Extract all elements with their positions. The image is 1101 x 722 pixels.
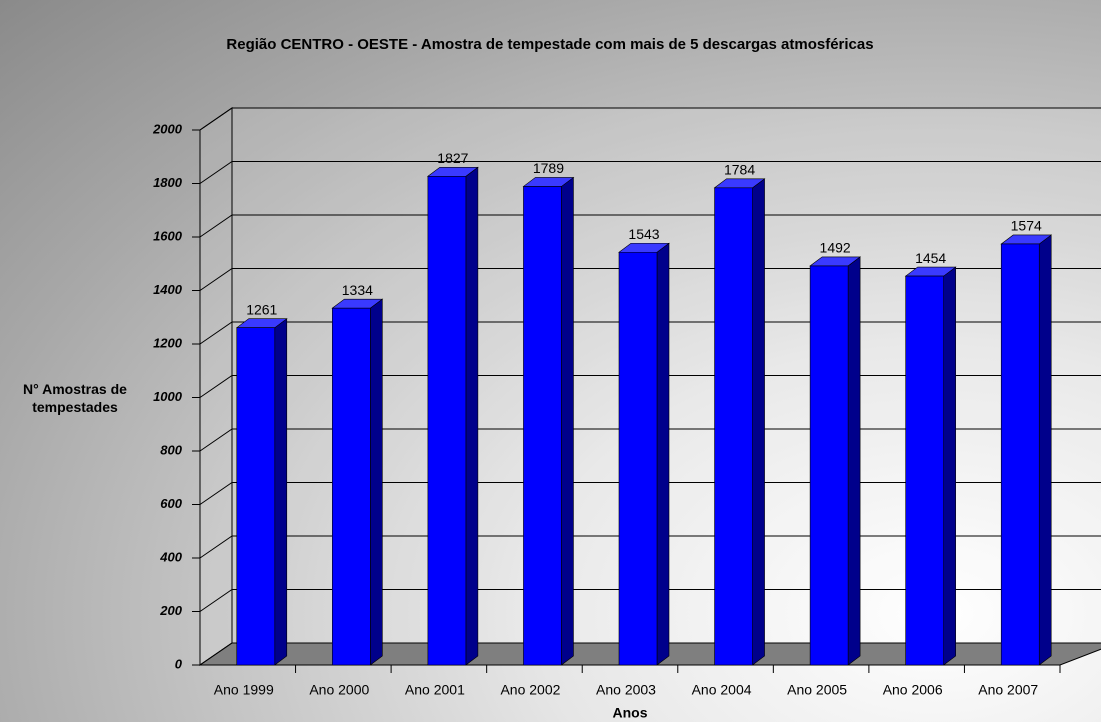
- bar: [618, 242, 670, 666]
- bar-side: [561, 176, 574, 666]
- data-label: 1789: [533, 160, 564, 176]
- x-tick-label: Ano 2003: [596, 682, 656, 698]
- bar-front: [1000, 243, 1040, 666]
- data-label: 1827: [437, 150, 468, 166]
- bar-front: [618, 251, 658, 666]
- data-label: 1261: [246, 301, 277, 317]
- data-label: 1454: [915, 250, 946, 266]
- bar: [713, 178, 766, 666]
- bar-side: [1038, 234, 1052, 666]
- y-tick-label: 800: [160, 442, 182, 457]
- grid-line: [199, 161, 1101, 184]
- bar: [235, 318, 288, 666]
- y-axis-title: N° Amostras de tempestades: [23, 381, 127, 415]
- x-tick-label: Ano 2005: [787, 682, 847, 698]
- bar: [1000, 234, 1053, 666]
- y-tick-label: 1600: [153, 228, 183, 243]
- y-tick-label: 600: [160, 496, 182, 511]
- chart-title: Região CENTRO - OESTE - Amostra de tempe…: [226, 36, 873, 53]
- bar-side: [847, 256, 861, 666]
- x-tick-label: Ano 1999: [214, 682, 274, 698]
- y-tick-label: 1000: [153, 389, 183, 404]
- y-tick-label: 2000: [152, 121, 183, 136]
- grid-line: [199, 107, 1101, 131]
- bar-front: [332, 307, 371, 666]
- bar-side: [274, 318, 288, 666]
- x-tick-label: Ano 2000: [309, 682, 369, 698]
- x-tick-label: Ano 2001: [405, 682, 465, 698]
- bar-front: [427, 175, 467, 666]
- bar: [904, 266, 957, 666]
- data-label: 1543: [628, 226, 659, 242]
- bar-side: [465, 166, 479, 666]
- bar-side: [752, 178, 765, 666]
- y-tick-label: 200: [159, 603, 182, 618]
- x-tick-label: Ano 2002: [500, 682, 560, 698]
- x-tick-label: Ano 2006: [883, 682, 943, 698]
- bar-front: [714, 187, 753, 666]
- x-axis-title: Anos: [613, 705, 648, 721]
- bar-side: [943, 266, 956, 666]
- y-tick-label: 1200: [153, 335, 183, 350]
- data-label: 1784: [724, 161, 755, 177]
- bar-front: [523, 186, 562, 666]
- bar: [426, 166, 479, 666]
- bar: [331, 298, 384, 666]
- bar-front: [236, 327, 276, 666]
- bar-side: [656, 242, 670, 666]
- bar-front: [809, 265, 849, 666]
- grid-line: [199, 214, 1101, 238]
- bar: [809, 256, 862, 666]
- bar: [522, 176, 575, 666]
- x-tick-label: Ano 2007: [978, 682, 1038, 698]
- bar-side: [370, 298, 383, 666]
- y-tick-label: 400: [159, 549, 182, 564]
- data-label: 1334: [342, 282, 373, 298]
- y-tick-label: 0: [175, 656, 183, 671]
- data-label: 1492: [820, 240, 851, 256]
- bar-front: [905, 275, 944, 666]
- data-label: 1574: [1011, 218, 1042, 234]
- y-tick-label: 1400: [153, 282, 183, 297]
- y-tick-label: 1800: [153, 175, 183, 190]
- x-tick-label: Ano 2004: [692, 682, 752, 698]
